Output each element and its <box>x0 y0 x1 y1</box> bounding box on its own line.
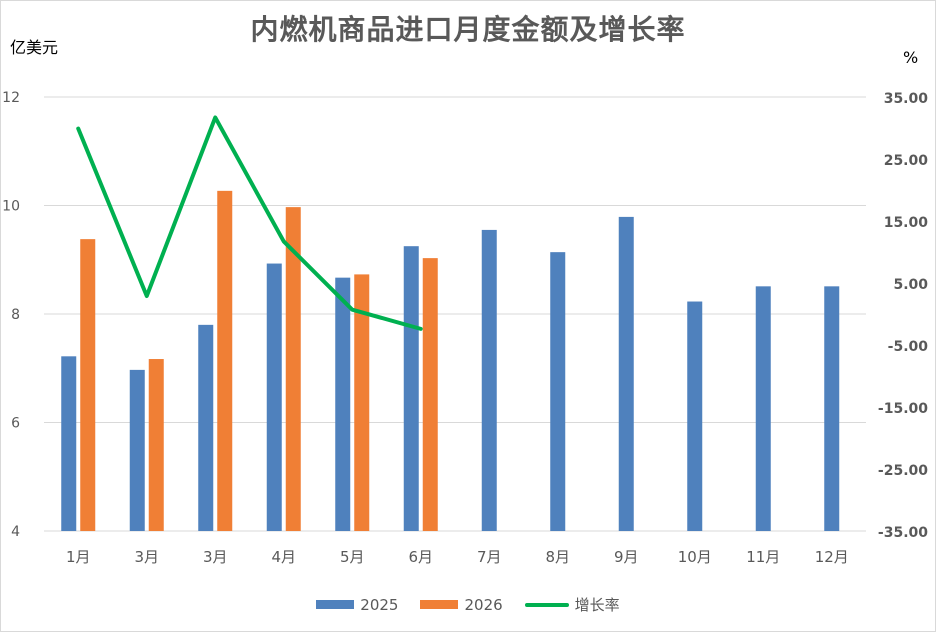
right-tick-label: 15.00 <box>884 215 929 231</box>
legend-swatch-growth <box>524 602 569 607</box>
bar-2025 <box>61 356 77 531</box>
x-tick-label: 6月 <box>408 548 433 566</box>
legend-swatch-2025 <box>316 600 355 609</box>
bar-2026 <box>80 239 96 531</box>
x-tick-label: 7月 <box>477 548 502 566</box>
right-tick-label: -5.00 <box>888 339 929 355</box>
legend-item-2025: 2025 <box>316 594 398 615</box>
right-tick-label: 5.00 <box>893 277 928 293</box>
x-tick-label: 3月 <box>134 548 159 566</box>
bar-2025 <box>481 229 497 531</box>
bar-2025 <box>266 263 282 531</box>
bars <box>61 190 840 532</box>
legend: 2025 2026 增长率 <box>0 594 936 615</box>
gridlines <box>44 96 866 532</box>
right-tick-label: 35.00 <box>884 91 929 107</box>
right-tick-label: -25.00 <box>878 463 928 479</box>
left-tick-label: 12 <box>2 90 20 106</box>
x-tick-label: 12月 <box>815 548 849 566</box>
bar-2026 <box>354 274 370 531</box>
bar-2025 <box>335 277 351 531</box>
bar-2025 <box>129 369 145 531</box>
legend-label-2025: 2025 <box>360 595 399 614</box>
left-axis-unit: 亿美元 <box>10 38 59 57</box>
x-tick-label: 4月 <box>271 548 296 566</box>
chart-title: 内燃机商品进口月度金额及增长率 <box>250 13 686 46</box>
legend-label-growth: 增长率 <box>574 596 620 614</box>
bar-2025 <box>198 324 214 531</box>
axis-labels: 4 6 8 10 12 -35.00 -25.00 -15.00 -5.00 5.00 15.00 2… <box>2 90 928 566</box>
legend-item-2026: 2026 <box>420 594 503 615</box>
left-tick-label: 8 <box>11 307 20 323</box>
growth-rate-line <box>76 115 423 331</box>
bar-2026 <box>422 258 438 531</box>
x-tick-label: 8月 <box>545 548 570 566</box>
growth-line <box>76 115 423 331</box>
legend-item-growth: 增长率 <box>524 594 620 615</box>
bar-2025 <box>618 216 634 531</box>
x-tick-label: 9月 <box>614 548 639 566</box>
legend-swatch-2026 <box>420 600 459 609</box>
bar-2026 <box>148 359 164 531</box>
bar-2025 <box>403 246 419 531</box>
bar-2025 <box>550 252 566 531</box>
right-tick-label: -35.00 <box>878 525 928 541</box>
x-tick-label: 5月 <box>340 548 365 566</box>
right-tick-label: 25.00 <box>884 153 929 169</box>
x-tick-label: 11月 <box>746 548 780 566</box>
bar-2026 <box>285 207 301 531</box>
bar-2026 <box>217 190 233 532</box>
bar-2025 <box>687 301 703 531</box>
right-axis-unit: % <box>903 48 919 67</box>
legend-label-2026: 2026 <box>464 595 503 614</box>
bar-2025 <box>824 286 840 531</box>
x-tick-label: 10月 <box>678 548 712 566</box>
left-tick-label: 6 <box>11 416 20 432</box>
x-tick-label: 1月 <box>66 548 91 566</box>
right-tick-label: -15.00 <box>878 401 928 417</box>
bar-2025 <box>755 286 771 531</box>
left-tick-label: 10 <box>2 199 20 215</box>
left-tick-label: 4 <box>11 524 20 540</box>
x-tick-label: 3月 <box>203 548 228 566</box>
